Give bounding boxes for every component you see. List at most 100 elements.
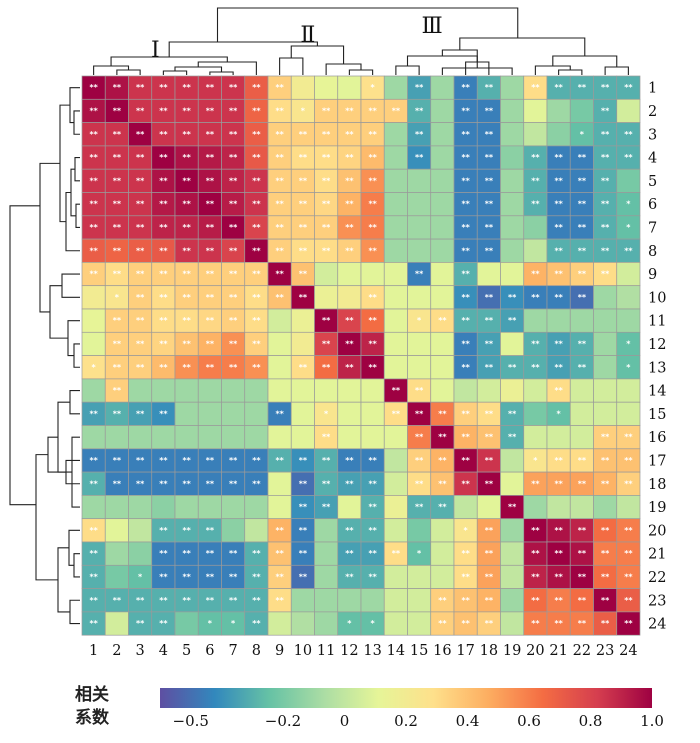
significance-mark-17-2: ** xyxy=(113,456,122,465)
heatmap-cell-14-23 xyxy=(593,378,618,403)
significance-mark-20-23: ** xyxy=(601,526,610,535)
significance-mark-24-20: ** xyxy=(531,619,540,628)
significance-mark-5-23: ** xyxy=(601,176,610,185)
significance-mark-5-12: ** xyxy=(345,176,354,185)
significance-mark-8-11: ** xyxy=(322,246,331,255)
row-dendrogram-link-14 xyxy=(71,436,80,508)
significance-mark-4-6: ** xyxy=(206,153,215,162)
significance-mark-5-1: ** xyxy=(89,176,98,185)
significance-mark-6-17: ** xyxy=(461,200,470,209)
heatmap-cell-14-1 xyxy=(81,378,106,403)
significance-mark-17-6: ** xyxy=(206,456,215,465)
significance-mark-14-15: ** xyxy=(415,386,424,395)
significance-mark-12-22: ** xyxy=(578,339,587,348)
significance-mark-18-24: ** xyxy=(624,479,633,488)
significance-mark-4-4: ** xyxy=(159,153,168,162)
row-label-23: 23 xyxy=(648,593,666,609)
heatmap-cell-8-15 xyxy=(407,238,432,263)
significance-mark-13-5: ** xyxy=(182,363,191,372)
significance-mark-7-5: ** xyxy=(182,223,191,232)
heatmap-cell-7-15 xyxy=(407,215,432,240)
significance-mark-17-20: * xyxy=(533,456,538,465)
significance-mark-22-4: ** xyxy=(159,572,168,581)
heatmap-cell-16-7 xyxy=(221,425,246,450)
significance-mark-4-12: ** xyxy=(345,153,354,162)
column-dendrogram-link-8 xyxy=(348,69,374,75)
significance-mark-24-17: ** xyxy=(461,619,470,628)
significance-mark-23-16: ** xyxy=(438,596,447,605)
row-dendrogram-link-7 xyxy=(59,104,70,223)
significance-mark-16-18: ** xyxy=(485,433,494,442)
significance-mark-23-24: ** xyxy=(624,596,633,605)
heatmap-cell-24-5 xyxy=(174,611,199,636)
significance-mark-17-7: ** xyxy=(229,456,238,465)
significance-mark-22-9: ** xyxy=(275,572,284,581)
heatmap-cell-12-14 xyxy=(383,331,408,356)
heatmap-cell-16-1 xyxy=(81,425,106,450)
significance-mark-1-17: ** xyxy=(461,83,470,92)
significance-mark-10-3: ** xyxy=(136,293,145,302)
significance-mark-23-21: ** xyxy=(554,596,563,605)
heatmap-cell-16-12 xyxy=(337,425,362,450)
heatmap-cell-14-6 xyxy=(197,378,222,403)
significance-mark-10-10: ** xyxy=(299,293,308,302)
significance-mark-16-23: ** xyxy=(601,433,610,442)
significance-mark-1-23: ** xyxy=(601,83,610,92)
heatmap-cell-15-7 xyxy=(221,401,246,426)
significance-mark-15-17: ** xyxy=(461,409,470,418)
significance-mark-10-7: ** xyxy=(229,293,238,302)
heatmap-cell-3-19 xyxy=(500,122,525,147)
significance-mark-2-1: ** xyxy=(89,106,98,115)
heatmap-cell-10-15 xyxy=(407,285,432,310)
significance-mark-8-12: ** xyxy=(345,246,354,255)
significance-mark-1-3: ** xyxy=(136,83,145,92)
heatmap-cell-20-8 xyxy=(244,518,269,543)
row-dendrogram-link-2 xyxy=(75,203,80,228)
significance-mark-2-6: ** xyxy=(206,106,215,115)
significance-mark-3-6: ** xyxy=(206,130,215,139)
heatmap-cell-2-20 xyxy=(523,98,548,123)
significance-mark-21-17: ** xyxy=(461,549,470,558)
significance-mark-6-11: ** xyxy=(322,200,331,209)
significance-mark-2-8: ** xyxy=(252,106,261,115)
heatmap-cell-24-15 xyxy=(407,611,432,636)
significance-mark-11-16: ** xyxy=(438,316,447,325)
column-dendrogram-link-12 xyxy=(168,41,318,57)
significance-mark-2-4: ** xyxy=(159,106,168,115)
significance-mark-8-8: ** xyxy=(252,246,261,255)
significance-mark-21-21: ** xyxy=(554,549,563,558)
significance-mark-1-15: ** xyxy=(415,83,424,92)
significance-mark-8-9: ** xyxy=(275,246,284,255)
significance-mark-3-4: ** xyxy=(159,130,168,139)
heatmap-cell-24-10 xyxy=(290,611,315,636)
heatmap-cell-4-14 xyxy=(383,145,408,170)
heatmap-cell-16-10 xyxy=(290,425,315,450)
significance-mark-15-14: ** xyxy=(392,409,401,418)
significance-mark-6-10: ** xyxy=(299,200,308,209)
heatmap-cell-10-14 xyxy=(383,285,408,310)
column-dendrogram-link-1 xyxy=(162,70,188,75)
significance-mark-9-1: ** xyxy=(89,270,98,279)
significance-mark-12-6: ** xyxy=(206,339,215,348)
column-label-12: 12 xyxy=(340,643,358,659)
significance-mark-23-1: ** xyxy=(89,596,98,605)
significance-mark-12-3: ** xyxy=(136,339,145,348)
significance-mark-5-18: ** xyxy=(485,176,494,185)
significance-mark-20-13: ** xyxy=(368,526,377,535)
significance-mark-4-22: ** xyxy=(578,153,587,162)
column-label-7: 7 xyxy=(229,643,238,659)
significance-mark-10-19: ** xyxy=(508,293,517,302)
heatmap-cell-23-19 xyxy=(500,588,525,613)
significance-mark-21-5: ** xyxy=(182,549,191,558)
heatmap-cell-14-13 xyxy=(360,378,385,403)
heatmap-cell-4-19 xyxy=(500,145,525,170)
significance-mark-22-8: ** xyxy=(252,572,261,581)
significance-mark-8-6: ** xyxy=(206,246,215,255)
significance-mark-1-20: ** xyxy=(531,83,540,92)
significance-mark-20-1: ** xyxy=(89,526,98,535)
heatmap-cell-22-14 xyxy=(383,564,408,589)
row-label-10: 10 xyxy=(648,290,666,306)
heatmap-cell-8-16 xyxy=(430,238,455,263)
significance-mark-20-22: ** xyxy=(578,526,587,535)
significance-mark-19-10: ** xyxy=(299,503,308,512)
